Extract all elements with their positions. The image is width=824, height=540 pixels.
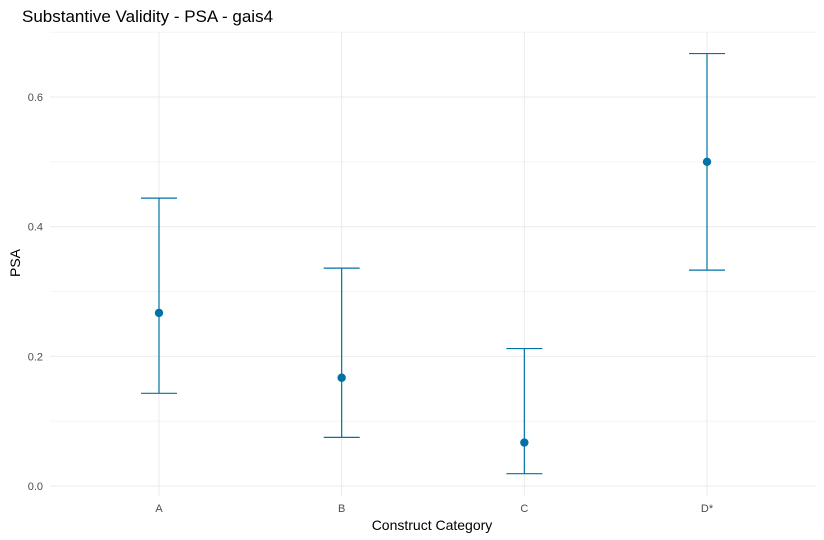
y-axis-title: PSA [7, 248, 23, 277]
data-point [520, 438, 529, 447]
data-point [337, 373, 346, 382]
errorbar-group [141, 197, 177, 394]
data-point [702, 157, 712, 167]
errorbar-group [689, 52, 725, 271]
data-point [154, 308, 164, 318]
y-tick-label: 0.0 [28, 481, 43, 493]
chart-title: Substantive Validity - PSA - gais4 [22, 7, 273, 26]
data-marks [141, 52, 725, 475]
y-tick-label: 0.6 [28, 92, 43, 104]
errorbar-group [323, 267, 360, 438]
x-tick-label: C [520, 503, 528, 515]
x-tick-labels: A B C D* [155, 503, 713, 515]
x-tick-label: B [338, 503, 345, 515]
x-tick-label: A [155, 503, 163, 515]
errorbar-group [506, 347, 543, 475]
grid-layer [50, 31, 816, 496]
y-tick-label: 0.2 [28, 351, 43, 363]
x-tick-label: D* [701, 503, 714, 515]
y-tick-label: 0.4 [28, 222, 43, 234]
x-axis-title: Construct Category [372, 517, 493, 533]
y-tick-labels: 0.0 0.2 0.4 0.6 [28, 92, 43, 493]
